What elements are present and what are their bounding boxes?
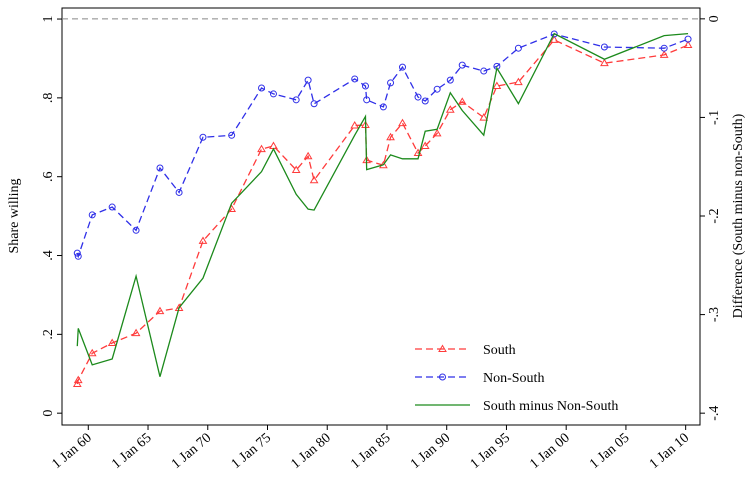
plot-frame [61, 7, 701, 426]
point [74, 252, 82, 260]
legend-label: South [483, 343, 516, 358]
legend-marker [439, 373, 446, 381]
y2-tick-label: -.1 [707, 110, 722, 125]
point [600, 43, 608, 51]
x-tick-label: 1 Jan 65 [109, 431, 154, 472]
y-tick-label: .4 [41, 250, 56, 260]
point [480, 67, 488, 75]
point [600, 58, 609, 67]
point [351, 75, 359, 83]
x-tick-label: 1 Jan 80 [288, 431, 333, 472]
point [198, 236, 208, 244]
y2-tick-label: -.4 [707, 406, 722, 421]
point [131, 328, 141, 337]
point [514, 44, 522, 52]
point [361, 82, 369, 90]
point [87, 348, 97, 357]
point [386, 132, 395, 141]
point [108, 203, 116, 211]
point [659, 50, 669, 58]
legend-marker [438, 344, 447, 352]
point [303, 151, 313, 160]
series-line [76, 32, 689, 377]
y2-tick-label: 0 [707, 15, 722, 22]
legend-label: South minus Non-South [483, 399, 618, 414]
point [269, 141, 278, 149]
point [269, 90, 277, 98]
y-tick-label: 0 [41, 410, 56, 417]
point [73, 375, 83, 384]
point [414, 93, 422, 101]
point [132, 226, 140, 234]
y-tick-label: .8 [41, 93, 56, 104]
point [174, 303, 184, 311]
point [458, 61, 466, 69]
point [492, 81, 502, 90]
y2-tick-label: -.3 [707, 307, 722, 322]
point [350, 120, 360, 129]
point [228, 131, 236, 139]
point [258, 84, 266, 92]
x-tick-label: 1 Jan 75 [229, 431, 274, 472]
x-tick-label: 1 Jan 70 [169, 431, 214, 472]
point [433, 85, 441, 93]
point [72, 379, 82, 388]
point [292, 96, 300, 104]
point [457, 97, 467, 105]
x-tick-label: 1 Jan 00 [527, 431, 572, 472]
point [398, 118, 407, 127]
x-tick-label: 1 Jan 10 [647, 431, 692, 472]
point [107, 338, 117, 347]
point [550, 30, 558, 38]
point [291, 165, 301, 173]
x-tick-label: 1 Jan 60 [49, 431, 94, 472]
x-tick-label: 1 Jan 85 [348, 431, 393, 472]
point [88, 211, 96, 219]
point [446, 76, 454, 84]
point [257, 144, 266, 153]
y-axis-label: Share willing [7, 178, 22, 253]
y2-tick-label: -.2 [707, 208, 722, 223]
point [479, 113, 489, 121]
point [310, 100, 318, 108]
point [199, 133, 207, 141]
legend-label: Non-South [483, 371, 544, 386]
point [549, 35, 559, 43]
y-tick-label: .6 [41, 171, 56, 182]
point [420, 141, 430, 149]
x-tick-label: 1 Jan 95 [468, 431, 513, 472]
point [175, 188, 183, 196]
y2-axis-label: Difference (South minus non-South) [731, 113, 746, 318]
point [399, 63, 407, 71]
point [445, 105, 455, 113]
y-tick-label: 1 [41, 16, 56, 23]
point [514, 77, 523, 86]
point [684, 35, 692, 43]
point [73, 249, 81, 257]
point [304, 76, 312, 84]
point [363, 96, 371, 104]
series-line [76, 39, 689, 385]
x-tick-label: 1 Jan 05 [587, 431, 632, 472]
point [432, 128, 442, 137]
point [156, 164, 164, 172]
y-tick-label: .2 [41, 329, 56, 340]
point [421, 97, 429, 105]
point [155, 306, 165, 315]
point [387, 79, 395, 87]
x-tick-label: 1 Jan 90 [408, 431, 453, 472]
point [660, 44, 668, 52]
point [379, 103, 387, 111]
series-line [76, 33, 689, 259]
point [309, 175, 319, 184]
point [683, 40, 693, 49]
